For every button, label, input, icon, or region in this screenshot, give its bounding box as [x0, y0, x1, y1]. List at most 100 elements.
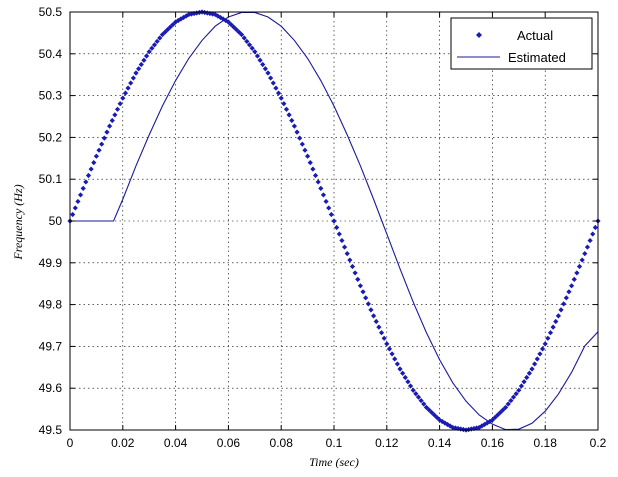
- actual-point: [286, 112, 292, 118]
- actual-point: [550, 324, 556, 330]
- actual-point: [130, 75, 136, 81]
- actual-point: [373, 318, 379, 325]
- actual-point: [99, 141, 105, 147]
- legend-actual-diamond: [476, 32, 482, 38]
- actual-point: [481, 421, 488, 428]
- actual-point: [157, 35, 163, 41]
- y-tick-label: 49.7: [39, 339, 63, 353]
- actual-point: [260, 61, 266, 68]
- legend-actual-label: Actual: [517, 28, 553, 43]
- actual-point: [571, 276, 577, 282]
- x-tick-label: 0.18: [534, 436, 558, 450]
- actual-point: [466, 426, 472, 433]
- actual-point: [579, 257, 585, 263]
- actual-point: [468, 426, 474, 432]
- actual-point: [249, 45, 255, 51]
- x-tick-label: 0.02: [111, 436, 135, 450]
- actual-point: [278, 95, 284, 101]
- actual-point: [492, 414, 498, 421]
- actual-point: [381, 335, 387, 341]
- actual-point: [508, 397, 514, 404]
- actual-point: [400, 370, 406, 376]
- actual-point: [555, 313, 561, 319]
- actual-point: [310, 166, 316, 172]
- actual-point: [576, 263, 583, 270]
- actual-point: [537, 351, 543, 357]
- actual-point: [336, 231, 342, 237]
- actual-point: [539, 346, 546, 352]
- actual-point: [136, 66, 142, 72]
- actual-point: [270, 80, 276, 86]
- y-tick-label: 50.3: [39, 89, 63, 103]
- y-tick-label: 49.5: [39, 423, 63, 437]
- actual-point: [283, 106, 290, 112]
- actual-point: [257, 57, 263, 63]
- y-tick-label: 50.5: [39, 5, 63, 19]
- actual-point: [592, 224, 598, 231]
- actual-point: [371, 313, 377, 319]
- actual-point: [341, 244, 348, 250]
- actual-point: [254, 53, 261, 59]
- actual-point: [587, 237, 593, 244]
- actual-point: [534, 356, 540, 362]
- actual-point: [307, 160, 313, 166]
- actual-point: [146, 49, 152, 55]
- actual-point: [389, 351, 395, 357]
- actual-point: [294, 129, 300, 135]
- actual-point: [107, 123, 113, 129]
- actual-point: [275, 90, 282, 96]
- actual-point: [513, 391, 519, 397]
- actual-point: [569, 283, 575, 289]
- y-tick-label: 49.9: [39, 256, 63, 270]
- actual-point: [88, 166, 94, 172]
- actual-point: [225, 19, 231, 25]
- actual-point: [143, 53, 150, 59]
- actual-point: [331, 218, 337, 224]
- actual-point: [384, 341, 390, 347]
- actual-point: [297, 135, 303, 141]
- actual-point: [590, 231, 596, 237]
- y-tick-label: 49.6: [39, 381, 63, 395]
- x-tick-label: 0.2: [590, 436, 607, 450]
- actual-point: [104, 129, 110, 135]
- actual-point: [339, 237, 345, 244]
- actual-point: [503, 404, 509, 411]
- actual-point: [471, 425, 477, 432]
- actual-point: [360, 289, 366, 295]
- x-tick-label: 0.08: [270, 436, 294, 450]
- actual-point: [334, 224, 340, 231]
- actual-point: [93, 153, 99, 159]
- actual-point: [434, 414, 440, 421]
- actual-point: [122, 90, 129, 96]
- actual-point: [133, 70, 139, 76]
- actual-point: [521, 379, 527, 385]
- legend: Actual Estimated: [450, 17, 593, 70]
- actual-point: [318, 185, 324, 191]
- actual-point: [582, 251, 588, 257]
- actual-point: [363, 295, 369, 301]
- actual-point: [439, 418, 445, 425]
- actual-point: [447, 423, 453, 429]
- actual-point: [574, 270, 580, 276]
- actual-point: [273, 85, 279, 91]
- actual-point: [455, 425, 461, 432]
- actual-point: [376, 324, 382, 330]
- y-axis-label: Frequency (Hz): [11, 184, 25, 260]
- y-tick-label: 50.1: [39, 172, 63, 186]
- actual-point: [326, 205, 332, 211]
- actual-point: [291, 123, 297, 129]
- actual-point: [315, 179, 321, 185]
- actual-point: [349, 263, 356, 270]
- actual-point: [328, 211, 334, 218]
- actual-point: [402, 374, 408, 381]
- actual-point: [516, 387, 522, 393]
- actual-point: [246, 42, 253, 48]
- actual-point: [352, 270, 358, 276]
- y-tick-label: 50.2: [39, 130, 63, 144]
- actual-point: [566, 289, 572, 295]
- actual-point: [239, 31, 245, 38]
- actual-point: [117, 101, 123, 107]
- actual-point: [397, 366, 403, 372]
- y-tick-label: 49.8: [39, 298, 63, 312]
